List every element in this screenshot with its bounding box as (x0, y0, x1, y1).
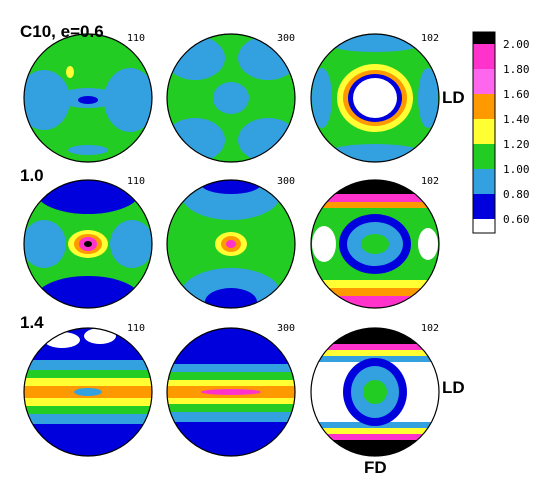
row-label-strain-1-4: 1.4 (20, 313, 44, 332)
colorbar-swatch (473, 44, 495, 69)
colorbar-swatch (473, 69, 495, 94)
colorbar-tick: 0.80 (503, 188, 530, 201)
colorbar (472, 31, 496, 234)
pole-label: 300 (277, 33, 296, 44)
pole-figure-outline (310, 33, 440, 163)
direction-label-ld-bottom: LD (442, 378, 465, 397)
pole-figure-outline (23, 33, 153, 163)
colorbar-tick: 1.60 (503, 88, 530, 101)
pole-figure-r2-102 (311, 180, 439, 308)
pole-figure-outline (23, 179, 153, 309)
row-label-strain-1-0: 1.0 (20, 166, 44, 185)
colorbar-swatch (473, 144, 495, 169)
colorbar-tick: 1.00 (503, 163, 530, 176)
colorbar-swatch (473, 94, 495, 119)
colorbar-swatch (473, 119, 495, 144)
pole-figure-outline (166, 179, 296, 309)
pole-figure-outline (166, 327, 296, 457)
colorbar-tick: 1.80 (503, 63, 530, 76)
pole-figure-r1-110 (24, 34, 152, 162)
pole-figure-r1-102 (311, 34, 439, 162)
pole-figure-r2-300 (167, 180, 295, 308)
pole-label: 110 (127, 33, 146, 44)
colorbar-swatch (473, 194, 495, 219)
pole-figure-outline (166, 33, 296, 163)
pole-figure-outline (23, 327, 153, 457)
pole-figure-outline (310, 179, 440, 309)
colorbar-tick: 2.00 (503, 38, 530, 51)
direction-label-ld-top: LD (442, 88, 465, 107)
pole-label: 300 (277, 323, 296, 334)
colorbar-tick: 0.60 (503, 213, 530, 226)
pole-figure-r2-110 (24, 180, 152, 308)
direction-label-fd: FD (364, 458, 387, 477)
pole-label: 102 (421, 176, 440, 187)
pole-figure-outline (310, 327, 440, 457)
pole-label: 102 (421, 323, 440, 334)
pole-label: 110 (127, 176, 146, 187)
pole-label: 300 (277, 176, 296, 187)
pole-figure-r3-102 (311, 328, 439, 456)
colorbar-frame (472, 31, 496, 234)
row-label-strain-0-6: C10, e=0.6 (20, 22, 104, 41)
colorbar-tick: 1.40 (503, 113, 530, 126)
colorbar-tick: 1.20 (503, 138, 530, 151)
pole-figure-r3-300 (167, 328, 295, 456)
colorbar-swatch (473, 219, 495, 233)
pole-label: 102 (421, 33, 440, 44)
pole-label: 110 (127, 323, 146, 334)
pole-figure-r3-110 (24, 328, 152, 456)
colorbar-swatch (473, 169, 495, 194)
colorbar-swatch (473, 32, 495, 44)
